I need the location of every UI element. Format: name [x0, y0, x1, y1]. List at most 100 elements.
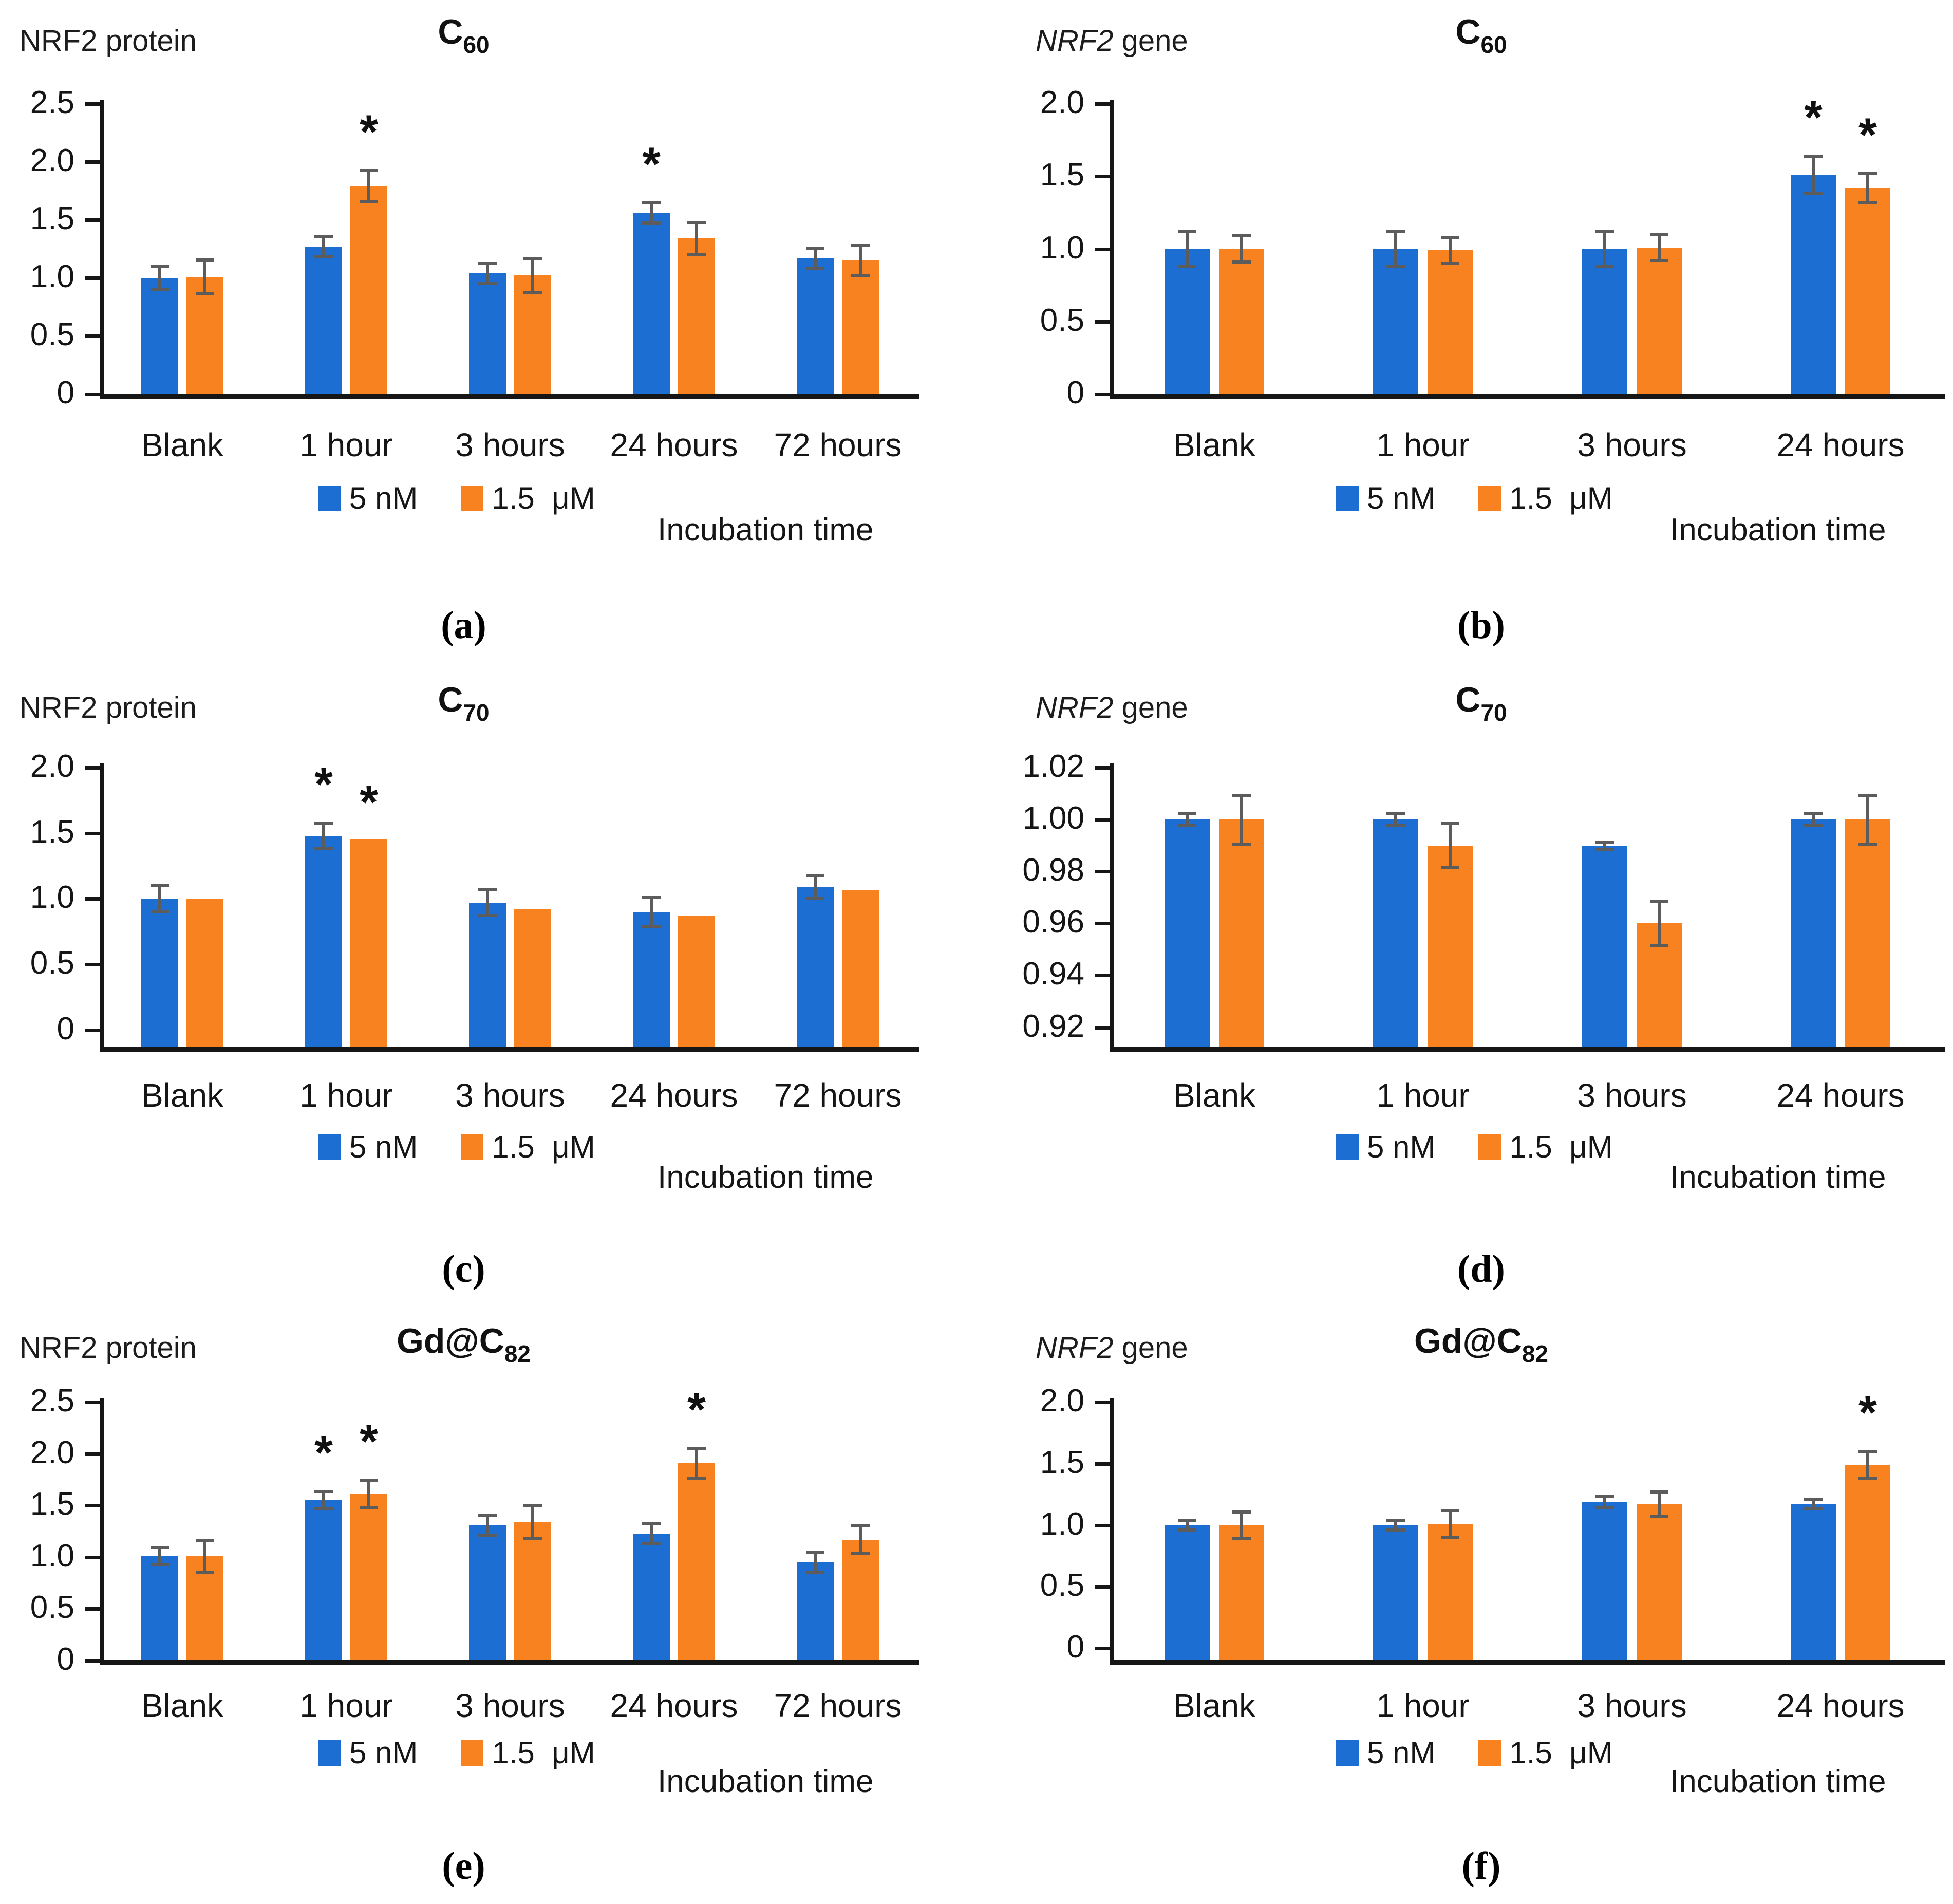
error-bar-segment — [1603, 230, 1606, 268]
category-label: Blank — [1173, 1687, 1256, 1724]
bar-orange — [1845, 188, 1890, 394]
bar-blue — [469, 273, 506, 394]
y-tick-label: 2.0 — [30, 1435, 74, 1470]
panel-caption: (f) — [1461, 1844, 1501, 1888]
error-bar-segment — [1658, 1490, 1661, 1518]
y-tick-label: 0.98 — [1022, 852, 1084, 888]
bar-orange — [1219, 819, 1264, 1047]
bar-blue — [1373, 819, 1418, 1047]
error-bar-segment — [1658, 900, 1661, 947]
error-bar — [478, 1514, 497, 1537]
bar-blue — [1373, 1525, 1418, 1660]
chart-title-subscript: 70 — [1480, 699, 1507, 726]
y-axis-label-text: NRF2 protein — [20, 1331, 197, 1365]
y-tick-label: 1.0 — [1040, 1506, 1084, 1542]
legend-item-label: 1.5 μM — [1509, 1130, 1613, 1164]
x-axis — [1110, 1660, 1945, 1665]
error-bar-segment — [1812, 155, 1815, 195]
y-axis-label: NRF2 gene — [1036, 24, 1188, 58]
bar-blue — [305, 247, 342, 394]
x-axis-title: Incubation time — [658, 1764, 874, 1799]
error-bar — [1178, 812, 1196, 827]
legend-swatch-blue — [1336, 1740, 1359, 1766]
error-bar — [196, 1539, 214, 1574]
category-label: 24 hours — [1776, 1077, 1905, 1114]
bar-blue — [469, 903, 506, 1047]
bar-blue — [1165, 819, 1210, 1047]
bar-orange — [842, 1540, 879, 1660]
y-tick — [85, 1029, 100, 1032]
error-bar — [151, 265, 169, 291]
y-axis — [100, 1398, 104, 1660]
y-tick-label: 0.94 — [1022, 956, 1084, 992]
legend-item-label: 5 nM — [1367, 1130, 1436, 1164]
error-bar — [1650, 1490, 1668, 1518]
error-bar-segment — [1394, 230, 1397, 268]
bar-blue — [797, 1562, 834, 1660]
x-axis — [100, 394, 919, 399]
category-label: Blank — [141, 426, 224, 463]
legend-swatch-blue — [1336, 1134, 1359, 1160]
chart-panel-f: NRF2 gene Gd@C82 2.0 1.5 1.0 0.5 0 * Blank 1 hour… — [976, 1310, 1953, 1904]
bar-orange — [1428, 1524, 1473, 1660]
significance-asterisk: * — [314, 1427, 333, 1479]
error-bar — [1178, 1519, 1196, 1532]
bar-blue — [1165, 249, 1210, 394]
chart-title-subscript: 70 — [463, 699, 490, 726]
y-tick-label: 1.5 — [30, 814, 74, 850]
y-tick — [85, 766, 100, 770]
y-tick — [85, 218, 100, 222]
chart-panel-b: NRF2 gene C60 2.0 1.5 1.0 0.5 0 * * Blank 1 hour 3 … — [976, 0, 1953, 668]
y-tick — [85, 276, 100, 280]
y-axis-label-text: NRF2 — [1036, 24, 1114, 58]
chart-title-base: Gd@C — [396, 1321, 504, 1360]
y-tick — [1095, 1524, 1110, 1527]
y-tick-label: 1.00 — [1022, 800, 1084, 836]
chart-panel-a: NRF2 protein C60 2.5 2.0 1.5 1.0 0.5 0 * * Blank 1 … — [0, 0, 976, 668]
error-bar — [687, 221, 706, 256]
bar-orange — [186, 899, 223, 1047]
error-bar-segment — [1812, 1498, 1815, 1510]
error-bar-segment — [531, 257, 534, 294]
x-axis — [100, 1047, 919, 1052]
error-bar-segment — [1240, 1510, 1243, 1540]
significance-asterisk: * — [314, 758, 333, 811]
y-tick-label: 2.0 — [30, 749, 74, 784]
y-tick — [1095, 1647, 1110, 1650]
bar-orange — [186, 277, 223, 394]
error-bar — [642, 1522, 661, 1545]
error-bar — [314, 822, 333, 850]
y-tick — [85, 1659, 100, 1663]
category-label: 3 hours — [1577, 1687, 1687, 1724]
y-tick-label: 2.0 — [1040, 85, 1084, 120]
category-label: Blank — [141, 1077, 224, 1114]
category-label: 1 hour — [299, 1687, 393, 1724]
bar-orange — [350, 1494, 387, 1660]
legend: 5 nM 1.5 μM — [318, 1129, 595, 1165]
error-bar-segment — [158, 1546, 161, 1566]
panel-caption: (e) — [442, 1844, 485, 1888]
y-tick-label: 0 — [1066, 1629, 1084, 1665]
significance-asterisk: * — [642, 138, 661, 191]
error-bar-segment — [1394, 1519, 1397, 1532]
error-bar — [1858, 1450, 1877, 1480]
bar-orange — [514, 909, 551, 1047]
category-label: 1 hour — [1376, 1687, 1470, 1724]
bar-orange — [1428, 250, 1473, 394]
x-axis-title: Incubation time — [1670, 1160, 1886, 1195]
chart-title: Gd@C82 — [1414, 1321, 1548, 1368]
error-bar — [687, 1447, 706, 1480]
chart-title-subscript: 82 — [504, 1340, 531, 1367]
error-bar — [1595, 230, 1614, 268]
y-tick — [1095, 818, 1110, 822]
y-tick — [85, 102, 100, 106]
chart-title-subscript: 60 — [463, 31, 490, 58]
y-tick-label: 0.5 — [1040, 1567, 1084, 1603]
error-bar-segment — [1186, 812, 1189, 827]
category-label: 24 hours — [1776, 1687, 1905, 1724]
error-bar-segment — [695, 1447, 698, 1480]
bar-blue — [141, 1556, 178, 1660]
bar-orange — [1428, 846, 1473, 1047]
category-label: 24 hours — [610, 1077, 738, 1114]
category-label: 3 hours — [1577, 426, 1687, 463]
